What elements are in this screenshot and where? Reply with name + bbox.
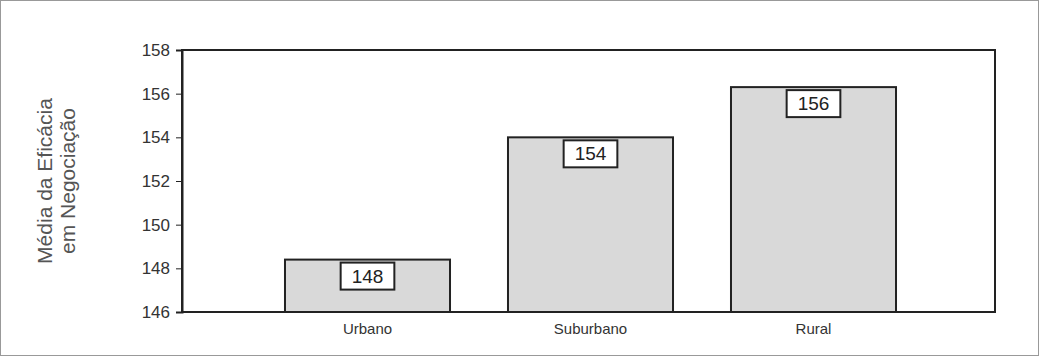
data-label: 156: [798, 93, 830, 114]
y-tick-label: 154: [142, 128, 170, 147]
y-tick-mark: [176, 94, 182, 95]
y-tick-label: 150: [142, 216, 170, 235]
y-tick-label: 146: [142, 303, 170, 322]
bar: [285, 260, 450, 312]
y-axis-title-line: Média da Eficácia: [33, 98, 56, 264]
y-tick-mark: [176, 225, 182, 226]
y-tick: 148: [142, 259, 182, 278]
y-tick: 154: [142, 128, 182, 147]
bars: [285, 87, 896, 312]
y-tick-mark: [176, 268, 182, 269]
bar: [731, 87, 896, 312]
y-tick: 152: [142, 172, 182, 191]
y-tick-label: 148: [142, 259, 170, 278]
chart-svg: 146 148 150 152 154 156 158 Urbano Suburbano Rura…: [0, 0, 1039, 356]
y-axis-line: [176, 51, 183, 313]
data-label: 148: [352, 266, 384, 287]
x-tick: Urbano: [343, 312, 392, 337]
y-axis-title-line: em Negociação: [56, 108, 79, 254]
data-label-box: [787, 90, 841, 117]
plot-frame: [182, 50, 995, 312]
y-tick-mark: [176, 312, 182, 313]
y-tick: 158: [142, 41, 182, 60]
x-tick-label: Suburbano: [554, 320, 627, 337]
data-label: 154: [575, 143, 607, 164]
chart-container: 146 148 150 152 154 156 158 Urbano Suburbano Rura…: [0, 0, 1039, 356]
x-axis: Urbano Suburbano Rural: [343, 312, 832, 337]
x-tick: Suburbano: [554, 312, 627, 337]
x-tick: Rural: [796, 312, 832, 337]
outer-border: [1, 1, 1039, 356]
y-tick-mark: [176, 137, 182, 138]
bar: [508, 137, 673, 312]
y-tick-mark: [176, 181, 182, 182]
x-tick-label: Urbano: [343, 320, 392, 337]
y-tick: 146: [142, 303, 182, 322]
y-tick-mark: [176, 50, 182, 51]
y-tick-label: 158: [142, 41, 170, 60]
y-tick: 156: [142, 85, 182, 104]
data-labels: 148 154 156: [341, 90, 841, 289]
y-axis-title: Média da Eficáciaem Negociação: [33, 98, 79, 264]
y-tick-label: 152: [142, 172, 170, 191]
y-axis: 146 148 150 152 154 156 158: [142, 41, 183, 322]
y-tick: 150: [142, 216, 182, 235]
y-tick-label: 156: [142, 85, 170, 104]
x-tick-label: Rural: [796, 320, 832, 337]
data-label-box: [564, 140, 618, 167]
data-label-box: [341, 263, 395, 290]
